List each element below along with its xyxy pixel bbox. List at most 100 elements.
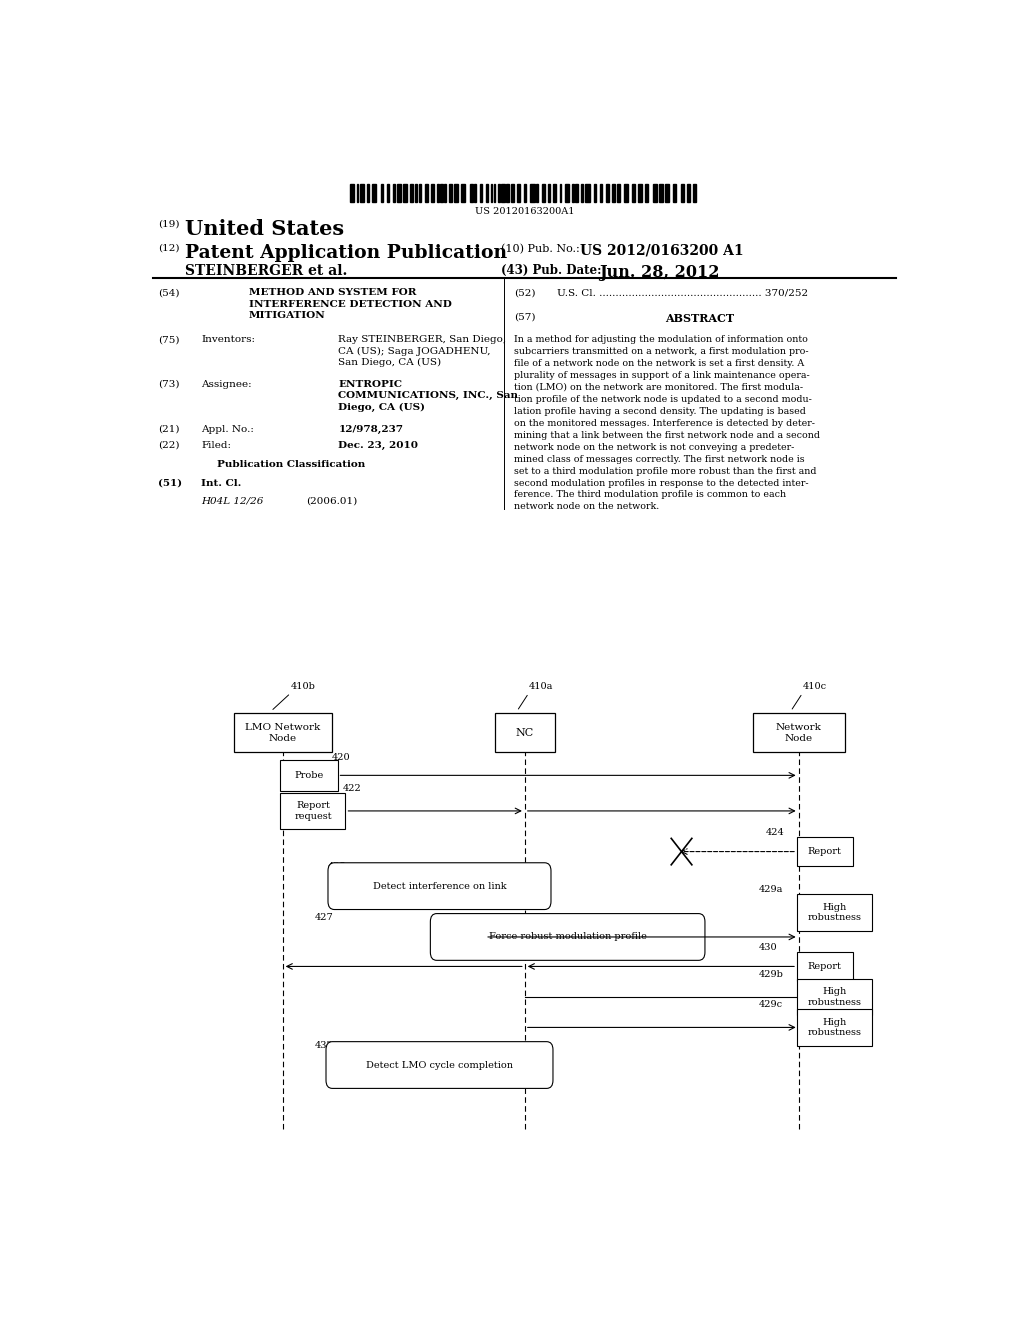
Bar [350, 183, 354, 202]
Bar [490, 183, 493, 202]
Text: 410c: 410c [803, 682, 826, 690]
FancyBboxPatch shape [281, 760, 338, 791]
Bar [594, 183, 596, 202]
Text: (22): (22) [158, 441, 179, 450]
Text: United States: United States [185, 219, 344, 239]
Text: Force robust modulation profile: Force robust modulation profile [488, 932, 646, 941]
Bar [462, 183, 465, 202]
Bar [632, 183, 635, 202]
Text: 410b: 410b [291, 682, 315, 690]
Text: 429c: 429c [759, 1001, 783, 1008]
Text: 420: 420 [332, 754, 350, 762]
Text: STEINBERGER et al.: STEINBERGER et al. [185, 264, 347, 279]
Bar [616, 183, 620, 202]
Text: Probe: Probe [294, 771, 324, 780]
Bar [501, 183, 505, 202]
Text: Publication Classification: Publication Classification [216, 461, 365, 470]
Text: Jun. 28, 2012: Jun. 28, 2012 [599, 264, 720, 281]
Bar [560, 183, 561, 202]
Text: 430: 430 [759, 944, 777, 952]
Text: Dec. 23, 2010: Dec. 23, 2010 [338, 441, 419, 450]
Text: Report
request: Report request [294, 801, 332, 821]
Bar [357, 183, 358, 202]
Text: 429b: 429b [759, 970, 783, 978]
Text: (73): (73) [158, 380, 179, 389]
Text: (43) Pub. Date:: (43) Pub. Date: [501, 264, 601, 277]
FancyBboxPatch shape [233, 713, 332, 752]
Text: Inventors:: Inventors: [201, 335, 255, 345]
Bar [565, 183, 568, 202]
Bar [658, 183, 664, 202]
Text: In a method for adjusting the modulation of information onto
subcarriers transmi: In a method for adjusting the modulation… [514, 335, 820, 511]
Text: (10) Pub. No.:: (10) Pub. No.: [501, 244, 580, 253]
Text: High
robustness: High robustness [808, 987, 862, 1007]
Text: 12/978,237: 12/978,237 [338, 425, 403, 434]
Bar [687, 183, 690, 202]
Bar [425, 183, 428, 202]
Bar [437, 183, 439, 202]
Text: Patent Application Publication: Patent Application Publication [185, 244, 507, 261]
Bar [549, 183, 550, 202]
Text: 427: 427 [314, 912, 333, 921]
Text: Report: Report [808, 847, 842, 857]
Text: US 2012/0163200 A1: US 2012/0163200 A1 [581, 244, 744, 257]
Bar [507, 183, 509, 202]
Bar [415, 183, 417, 202]
Bar [454, 183, 458, 202]
Text: High
robustness: High robustness [808, 1018, 862, 1038]
Bar [387, 183, 389, 202]
Bar [600, 183, 602, 202]
Bar [486, 183, 487, 202]
Bar [396, 183, 401, 202]
Text: 429a: 429a [759, 886, 783, 894]
Text: High
robustness: High robustness [808, 903, 862, 923]
Bar [553, 183, 556, 202]
FancyBboxPatch shape [328, 863, 551, 909]
Text: (54): (54) [158, 289, 179, 297]
Text: Appl. No.:: Appl. No.: [201, 425, 254, 434]
Bar [572, 183, 574, 202]
Bar [450, 183, 452, 202]
Bar [582, 183, 583, 202]
Bar [665, 183, 670, 202]
Bar [517, 183, 520, 202]
Bar [367, 183, 369, 202]
Bar [638, 183, 642, 202]
Bar [372, 183, 377, 202]
Bar [360, 183, 364, 202]
Bar [498, 183, 500, 202]
Bar [444, 183, 446, 202]
Bar [494, 183, 496, 202]
Text: 424: 424 [765, 829, 784, 837]
Bar [530, 183, 535, 202]
Text: Report: Report [808, 962, 842, 972]
Text: (19): (19) [158, 219, 179, 228]
FancyBboxPatch shape [797, 1008, 872, 1045]
Bar [470, 183, 473, 202]
Bar [440, 183, 442, 202]
Bar [575, 183, 578, 202]
FancyBboxPatch shape [797, 978, 872, 1015]
Text: (51): (51) [158, 479, 182, 487]
FancyBboxPatch shape [797, 952, 853, 981]
Text: Network
Node: Network Node [775, 722, 821, 743]
Text: 422: 422 [343, 784, 361, 792]
FancyBboxPatch shape [281, 792, 345, 829]
FancyBboxPatch shape [797, 837, 853, 866]
Bar [653, 183, 656, 202]
FancyBboxPatch shape [430, 913, 705, 961]
FancyBboxPatch shape [495, 713, 555, 752]
Bar [681, 183, 684, 202]
Bar [411, 183, 413, 202]
Text: Int. Cl.: Int. Cl. [201, 479, 242, 487]
Text: Detect LMO cycle completion: Detect LMO cycle completion [366, 1060, 513, 1069]
Text: Filed:: Filed: [201, 441, 231, 450]
Text: (2006.01): (2006.01) [306, 496, 357, 506]
Text: U.S. Cl. .................................................. 370/252: U.S. Cl. ...............................… [557, 289, 808, 297]
Text: ABSTRACT: ABSTRACT [665, 313, 734, 323]
Bar [644, 183, 648, 202]
Bar [693, 183, 695, 202]
Bar [402, 183, 407, 202]
Text: METHOD AND SYSTEM FOR
INTERFERENCE DETECTION AND
MITIGATION: METHOD AND SYSTEM FOR INTERFERENCE DETEC… [249, 289, 452, 321]
Bar [543, 183, 545, 202]
